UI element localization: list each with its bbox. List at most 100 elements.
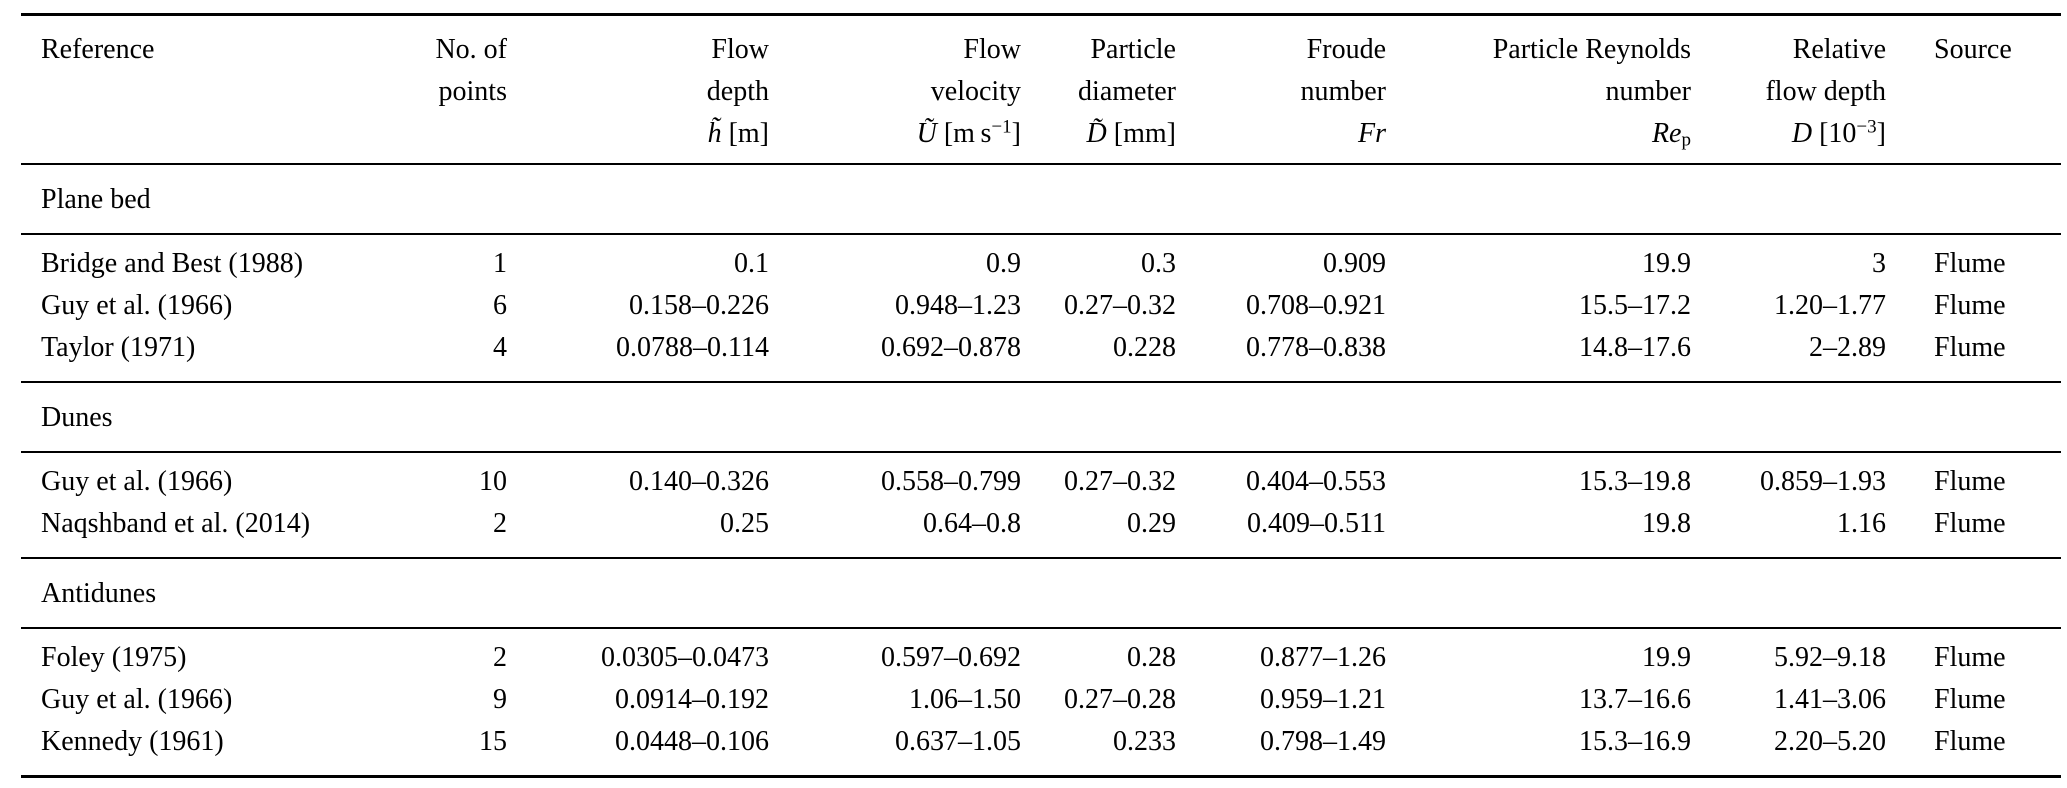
cell-flow-velocity: 0.692–0.878 <box>881 332 1021 363</box>
cell-relative-flow-depth: 3 <box>1872 248 1886 279</box>
cell-source: Flume <box>1934 466 2006 497</box>
cell-source: Flume <box>1934 642 2006 673</box>
cell-particle-reynolds: 19.9 <box>1642 248 1691 279</box>
header-line: depth <box>706 76 769 107</box>
table-row: Kennedy (1961) 15 0.0448–0.106 0.637–1.0… <box>21 721 2061 777</box>
cell-source: Flume <box>1934 290 2006 321</box>
cell-points: 1 <box>493 248 507 279</box>
col-header-particle-diameter: Particle diameter D̃ [mm] <box>1023 15 1178 165</box>
col-header-froude-number: Froude number Fr <box>1178 15 1388 165</box>
header-line: Flow <box>963 34 1021 65</box>
cell-flow-velocity: 0.64–0.8 <box>923 508 1021 539</box>
cell-relative-flow-depth: 0.859–1.93 <box>1760 466 1886 497</box>
cell-froude-number: 0.798–1.49 <box>1260 726 1386 757</box>
col-header-particle-reynolds: Particle Reynolds number Rep <box>1388 15 1693 165</box>
cell-froude-number: 0.909 <box>1323 248 1386 279</box>
cell-reference: Naqshband et al. (2014) <box>41 508 311 539</box>
col-header-flow-depth: Flow depth h̃ [m] <box>509 15 771 165</box>
cell-reference: Guy et al. (1966) <box>41 290 233 321</box>
cell-flow-velocity: 0.558–0.799 <box>881 466 1021 497</box>
header-line: flow depth <box>1765 76 1886 107</box>
cell-points: 2 <box>493 508 507 539</box>
section-title: Antidunes <box>41 578 157 609</box>
cell-froude-number: 0.778–0.838 <box>1246 332 1386 363</box>
cell-froude-number: 0.877–1.26 <box>1260 642 1386 673</box>
header-line: Relative <box>1792 34 1886 65</box>
col-header-reference: Reference <box>21 15 391 165</box>
symbol-froude-number: Fr <box>1178 113 1386 155</box>
cell-source: Flume <box>1934 332 2006 363</box>
symbol-particle-reynolds: Rep <box>1388 113 1691 155</box>
flume-study-parameters-table: Reference No. of points Flow depth h̃ [m… <box>21 13 2061 778</box>
cell-relative-flow-depth: 1.20–1.77 <box>1774 290 1886 321</box>
cell-flow-depth: 0.0788–0.114 <box>616 332 769 363</box>
cell-flow-depth: 0.25 <box>720 508 769 539</box>
cell-particle-reynolds: 19.9 <box>1642 642 1691 673</box>
subscript-p: p <box>1681 129 1691 151</box>
cell-particle-reynolds: 13.7–16.6 <box>1579 684 1691 715</box>
header-line: number <box>1605 76 1691 107</box>
cell-froude-number: 0.708–0.921 <box>1246 290 1386 321</box>
section-title-row-plane-bed: Plane bed <box>21 164 2061 234</box>
cell-froude-number: 0.404–0.553 <box>1246 466 1386 497</box>
cell-flow-velocity: 0.637–1.05 <box>895 726 1021 757</box>
cell-points: 6 <box>493 290 507 321</box>
cell-particle-diameter: 0.27–0.28 <box>1064 684 1176 715</box>
cell-relative-flow-depth: 5.92–9.18 <box>1774 642 1886 673</box>
cell-reference: Kennedy (1961) <box>41 726 224 757</box>
header-line: diameter <box>1078 76 1176 107</box>
cell-flow-depth: 0.0914–0.192 <box>615 684 769 715</box>
cell-points: 10 <box>479 466 507 497</box>
cell-particle-reynolds: 14.8–17.6 <box>1579 332 1691 363</box>
cell-points: 4 <box>493 332 507 363</box>
symbol-relative-flow-depth: D [10−3] <box>1693 113 1886 155</box>
cell-flow-depth: 0.158–0.226 <box>629 290 769 321</box>
table-row: Guy et al. (1966) 9 0.0914–0.192 1.06–1.… <box>21 679 2061 721</box>
cell-particle-reynolds: 15.5–17.2 <box>1579 290 1691 321</box>
cell-flow-velocity: 0.597–0.692 <box>881 642 1021 673</box>
table-row: Taylor (1971) 4 0.0788–0.114 0.692–0.878… <box>21 327 2061 382</box>
unit-label: [m] <box>721 118 769 149</box>
symbol-flow-velocity: Ũ [m s−1] <box>771 113 1021 155</box>
table-header: Reference No. of points Flow depth h̃ [m… <box>21 15 2061 165</box>
col-header-relative-flow-depth: Relative flow depth D [10−3] <box>1693 15 1888 165</box>
cell-froude-number: 0.409–0.511 <box>1247 508 1386 539</box>
cell-particle-diameter: 0.27–0.32 <box>1064 466 1176 497</box>
unit-label: [10 <box>1812 118 1857 149</box>
cell-particle-reynolds: 15.3–19.8 <box>1579 466 1691 497</box>
cell-points: 2 <box>493 642 507 673</box>
col-header-source: Source <box>1888 15 2061 165</box>
table-row: Guy et al. (1966) 6 0.158–0.226 0.948–1.… <box>21 285 2061 327</box>
cell-flow-depth: 0.0448–0.106 <box>615 726 769 757</box>
cell-flow-velocity: 0.948–1.23 <box>895 290 1021 321</box>
symbol-flow-depth: h̃ [m] <box>509 113 769 155</box>
header-line: Froude <box>1306 34 1386 65</box>
section-antidunes: Antidunes Foley (1975) 2 0.0305–0.0473 0… <box>21 558 2061 777</box>
table-row: Naqshband et al. (2014) 2 0.25 0.64–0.8 … <box>21 503 2061 558</box>
table-row: Bridge and Best (1988) 1 0.1 0.9 0.3 0.9… <box>21 234 2061 285</box>
header-line: Particle <box>1090 34 1176 65</box>
math-var-d-tilde: D̃ <box>1086 118 1107 149</box>
math-var-u-tilde: Ũ <box>916 118 937 149</box>
section-title: Dunes <box>41 402 113 433</box>
cell-froude-number: 0.959–1.21 <box>1260 684 1386 715</box>
cell-flow-velocity: 0.9 <box>986 248 1021 279</box>
cell-flow-depth: 0.140–0.326 <box>629 466 769 497</box>
unit-exponent: −1 <box>991 116 1012 138</box>
cell-reference: Taylor (1971) <box>41 332 196 363</box>
section-title-row-dunes: Dunes <box>21 382 2061 452</box>
cell-relative-flow-depth: 1.41–3.06 <box>1774 684 1886 715</box>
cell-reference: Foley (1975) <box>41 642 187 673</box>
cell-particle-reynolds: 15.3–16.9 <box>1579 726 1691 757</box>
table-row: Guy et al. (1966) 10 0.140–0.326 0.558–0… <box>21 452 2061 503</box>
cell-source: Flume <box>1934 508 2006 539</box>
section-title-row-antidunes: Antidunes <box>21 558 2061 628</box>
symbol-particle-diameter: D̃ [mm] <box>1023 113 1176 155</box>
cell-particle-diameter: 0.28 <box>1127 642 1176 673</box>
header-line: Particle Reynolds <box>1492 34 1691 65</box>
section-title: Plane bed <box>41 184 151 215</box>
col-header-flow-velocity: Flow velocity Ũ [m s−1] <box>771 15 1023 165</box>
unit-exponent: −3 <box>1856 116 1877 138</box>
header-row: Reference No. of points Flow depth h̃ [m… <box>21 15 2061 165</box>
header-line: points <box>438 76 507 107</box>
